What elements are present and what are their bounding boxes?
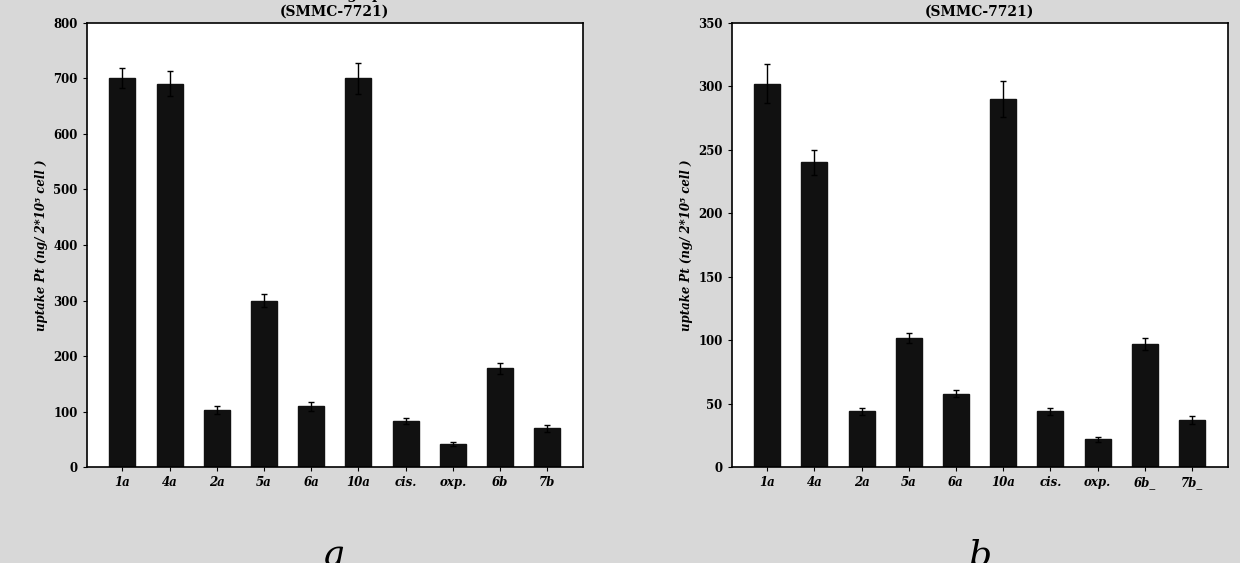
Bar xyxy=(534,428,560,467)
Bar xyxy=(393,421,419,467)
Y-axis label: uptake Pt (ng/ 2*10⁵ cell ): uptake Pt (ng/ 2*10⁵ cell ) xyxy=(35,159,47,330)
Bar xyxy=(487,368,513,467)
Bar xyxy=(801,162,827,467)
Bar xyxy=(895,338,921,467)
Title: Cellular drug uptake
(SMMC-7721): Cellular drug uptake (SMMC-7721) xyxy=(253,0,417,19)
Bar xyxy=(1132,344,1158,467)
Bar xyxy=(1179,420,1205,467)
Bar xyxy=(109,78,135,467)
Text: b: b xyxy=(968,538,991,563)
Y-axis label: uptake Pt (ng/ 2*10⁵ cell ): uptake Pt (ng/ 2*10⁵ cell ) xyxy=(680,159,692,330)
Bar xyxy=(298,406,324,467)
Bar xyxy=(1038,412,1064,467)
Bar xyxy=(203,410,229,467)
Title: DNA Platination
(SMMC-7721): DNA Platination (SMMC-7721) xyxy=(916,0,1043,19)
Bar xyxy=(942,394,968,467)
Bar xyxy=(440,444,466,467)
Bar xyxy=(346,78,372,467)
Bar xyxy=(848,412,874,467)
Bar xyxy=(991,99,1017,467)
Text: a: a xyxy=(324,538,346,563)
Bar xyxy=(754,83,780,467)
Bar xyxy=(250,301,277,467)
Bar xyxy=(156,84,182,467)
Bar xyxy=(1085,439,1111,467)
